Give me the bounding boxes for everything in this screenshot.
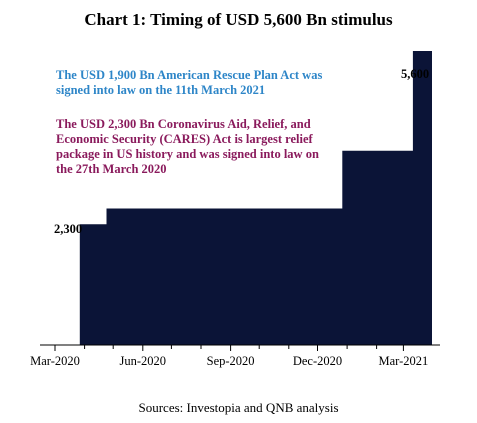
data-label-start: 2,300 xyxy=(54,222,83,236)
x-axis-ticks: Mar-2020 Jun-2020 Sep-2020 Dec-2020 Mar-2021 xyxy=(30,345,428,368)
annotation-cares-act: The USD 2,300 Bn Coronavirus Aid, Relief… xyxy=(56,117,319,176)
stimulus-area xyxy=(79,51,433,345)
x-tick-label: Sep-2020 xyxy=(207,354,255,368)
x-tick-label: Jun-2020 xyxy=(120,354,167,368)
data-label-end: 5,600 xyxy=(401,67,430,81)
annotation-american-rescue-plan: The USD 1,900 Bn American Rescue Plan Ac… xyxy=(56,68,323,97)
source-note: Sources: Investopia and QNB analysis xyxy=(138,400,339,415)
x-tick-label: Mar-2020 xyxy=(30,354,80,368)
x-tick-label: Dec-2020 xyxy=(293,354,342,368)
x-tick-label: Mar-2021 xyxy=(379,354,429,368)
chart-title: Chart 1: Timing of USD 5,600 Bn stimulus xyxy=(84,10,393,29)
